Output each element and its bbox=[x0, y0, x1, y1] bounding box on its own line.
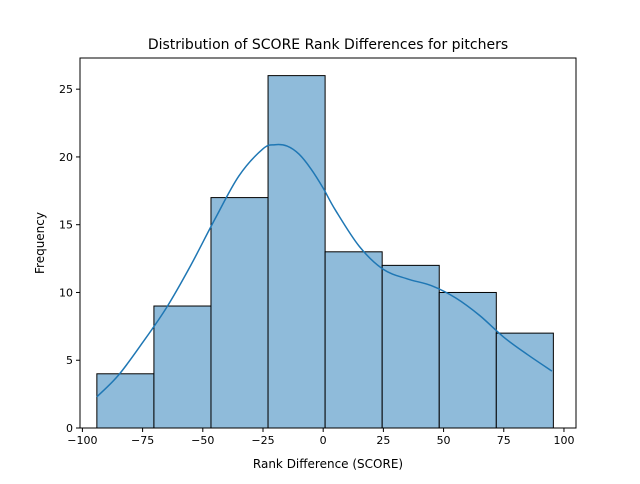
x-tick-label: −25 bbox=[251, 434, 274, 447]
kde-curve bbox=[96, 143, 553, 398]
y-axis-label: Frequency bbox=[33, 212, 47, 274]
histogram-bar bbox=[96, 373, 155, 429]
y-tick-label: 10 bbox=[59, 286, 73, 299]
x-tick-label: 0 bbox=[320, 434, 327, 447]
x-tick-label: −75 bbox=[131, 434, 154, 447]
y-tick-label: 20 bbox=[59, 151, 73, 164]
histogram-bar bbox=[381, 264, 440, 429]
histogram-bars bbox=[96, 75, 554, 429]
chart-title: Distribution of SCORE Rank Differences f… bbox=[148, 37, 508, 53]
histogram-bar bbox=[438, 291, 497, 429]
y-axis: 0 5 10 15 20 25 bbox=[59, 83, 80, 435]
y-tick-label: 25 bbox=[59, 83, 73, 96]
x-axis: −100 −75 −50 −25 0 25 50 75 100 bbox=[67, 428, 574, 447]
y-tick-label: 5 bbox=[66, 354, 73, 367]
histogram-bar bbox=[153, 305, 212, 429]
x-tick-label: 75 bbox=[497, 434, 511, 447]
y-tick-label: 15 bbox=[59, 219, 73, 232]
kde-curve-group bbox=[96, 143, 553, 398]
histogram-bar bbox=[267, 75, 326, 429]
x-tick-label: 100 bbox=[553, 434, 574, 447]
histogram-bar bbox=[324, 251, 383, 429]
y-tick-label: 0 bbox=[66, 422, 73, 435]
histogram-bar bbox=[495, 332, 554, 429]
x-tick-label: 50 bbox=[437, 434, 451, 447]
x-tick-label: −100 bbox=[67, 434, 97, 447]
plot-frame bbox=[79, 57, 577, 429]
x-axis-label: Rank Difference (SCORE) bbox=[253, 457, 403, 471]
histogram-bar bbox=[210, 197, 269, 429]
x-tick-label: −50 bbox=[191, 434, 214, 447]
x-tick-label: 25 bbox=[376, 434, 390, 447]
